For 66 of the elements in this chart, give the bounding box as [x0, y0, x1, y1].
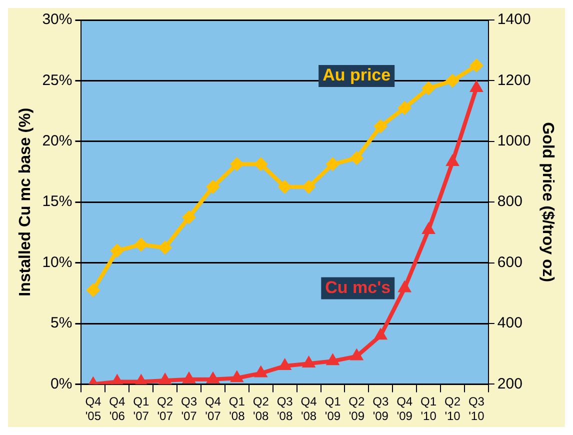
- point: [302, 356, 316, 368]
- y-tick-label: 30%: [42, 11, 72, 28]
- point: [254, 157, 268, 172]
- point: [158, 240, 172, 255]
- point: [230, 370, 244, 382]
- x-tick-label: Q4 '07: [204, 394, 222, 424]
- x-tick-label: Q2 '09: [348, 394, 366, 424]
- x-tick-label: Q3 '08: [276, 394, 294, 424]
- x-tick-label: Q4 '08: [300, 394, 318, 424]
- x-tick-label: Q2 '10: [444, 394, 461, 424]
- y2-tick-label: 600: [497, 254, 522, 271]
- y2-axis-title: Gold price ($/troy oz): [538, 122, 556, 282]
- point: [446, 154, 460, 166]
- point: [470, 80, 484, 92]
- point: [326, 353, 340, 366]
- y2-tick-label: 1400: [497, 11, 531, 28]
- point: [206, 371, 220, 384]
- point: [446, 74, 460, 88]
- point: [398, 101, 412, 116]
- x-tick-label: Q2 '07: [157, 394, 174, 424]
- point: [350, 151, 364, 166]
- x-tick-label: Q4 '06: [109, 394, 126, 424]
- point: [134, 238, 148, 252]
- x-tick-label: Q1 '07: [133, 394, 150, 424]
- point: [398, 280, 412, 292]
- x-tick-label: Q3 '07: [181, 394, 198, 424]
- point: [110, 244, 124, 258]
- x-tick-label: Q1 '10: [420, 394, 437, 424]
- point: [206, 180, 220, 194]
- x-tick-label: Q4 '09: [396, 394, 413, 424]
- point: [182, 371, 196, 384]
- point: [254, 365, 268, 378]
- point: [278, 180, 292, 194]
- y-tick-label: 0%: [50, 375, 72, 392]
- y2-tick-label: 800: [497, 193, 522, 210]
- y2-tick-label: 200: [497, 375, 522, 392]
- point: [326, 157, 340, 172]
- point: [278, 358, 292, 370]
- point: [182, 210, 196, 224]
- y2-tick-label: 1000: [497, 132, 531, 150]
- point: [422, 81, 436, 96]
- y-tick-label: 5%: [50, 314, 72, 332]
- series-label: Cu mc's: [325, 278, 391, 297]
- y-tick-label: 20%: [42, 132, 72, 150]
- point: [302, 180, 316, 194]
- point: [422, 222, 436, 234]
- point: [86, 283, 100, 298]
- y-axis-title: Installed Cu mc base (%): [17, 108, 34, 296]
- y-tick-label: 15%: [42, 193, 72, 210]
- x-tick-label: Q3 '10: [468, 394, 485, 424]
- x-tick-label: Q1 '08: [228, 394, 246, 424]
- point: [230, 157, 244, 172]
- point: [469, 58, 484, 73]
- x-tick-label: Q4 '05: [85, 394, 102, 424]
- x-tick-label: Q2 '08: [252, 394, 270, 424]
- x-tick-label: Q1 '09: [324, 394, 342, 424]
- x-tick-label: Q3 '09: [372, 394, 389, 424]
- point: [350, 348, 364, 360]
- y2-tick-label: 400: [497, 314, 522, 332]
- y-tick-label: 25%: [42, 72, 72, 89]
- point: [374, 328, 388, 340]
- y-tick-label: 10%: [42, 254, 72, 271]
- series-label: Au price: [322, 66, 391, 85]
- point: [374, 119, 388, 134]
- point: [158, 372, 172, 384]
- y2-tick-label: 1200: [497, 72, 531, 89]
